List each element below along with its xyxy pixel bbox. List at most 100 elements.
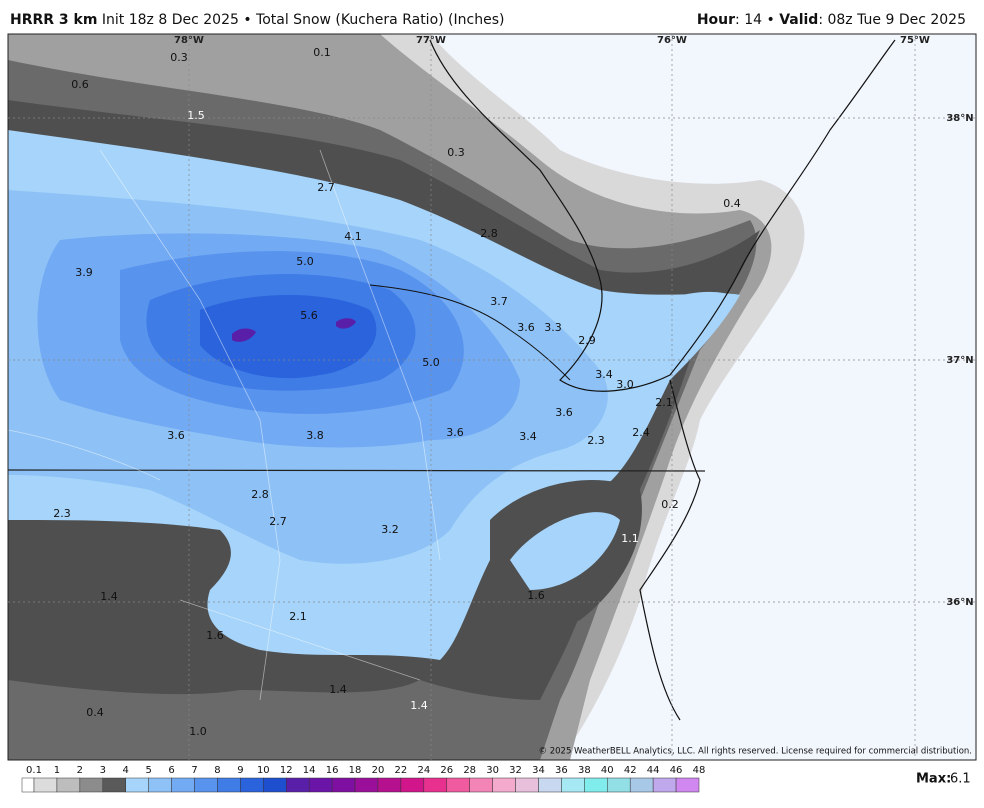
- legend-tick-label: 18: [349, 765, 362, 776]
- legend: 0.1 1 2 3 4 5 6 7 8 9 10 12 14 16 18 20 22 24 26 28 30 32 34 36…: [21, 765, 706, 793]
- legend-tick-label: 14: [303, 765, 316, 776]
- latitude-label: 37°N: [946, 355, 973, 366]
- legend-tick-label: 12: [280, 765, 293, 776]
- legend-tick-label: 20: [372, 765, 385, 776]
- header-part: : 08z Tue 9 Dec 2025: [818, 12, 966, 28]
- legend-swatch: [469, 777, 493, 793]
- legend-tick-label: 8: [214, 765, 220, 776]
- legend-tick-label: 26: [440, 765, 453, 776]
- legend-tick-label: 16: [326, 765, 339, 776]
- legend-swatch: [56, 777, 81, 793]
- snow-label: 3.4: [595, 368, 613, 381]
- graticule: [8, 34, 976, 760]
- max-label: Max:: [916, 772, 951, 787]
- snow-label: 1.6: [527, 589, 545, 602]
- legend-swatch: [446, 777, 470, 793]
- legend-swatch: [538, 777, 562, 793]
- labels: 78°W 77°W 76°W 75°W 38°N 37°N 36°N 0.3 0.1 0.6 1.5…: [53, 35, 973, 738]
- snow-label: 3.9: [75, 266, 93, 279]
- latitude-label: 38°N: [946, 113, 973, 124]
- legend-swatch: [125, 777, 149, 793]
- snow-label: 0.4: [86, 706, 104, 719]
- snow-label: 2.7: [317, 181, 335, 194]
- snow-label: 1.4: [410, 699, 428, 712]
- snow-label: 1.0: [189, 725, 207, 738]
- legend-swatch: [263, 777, 287, 793]
- snow-label: 2.3: [53, 507, 71, 520]
- snow-label: 2.3: [587, 434, 605, 447]
- latitude-label: 36°N: [946, 597, 973, 608]
- header-left: HRRR 3 km Init 18z 8 Dec 2025 • Total Sn…: [10, 12, 504, 28]
- snow-label: 2.8: [251, 488, 269, 501]
- legend-swatch: [629, 777, 654, 793]
- legend-tick-label: 6: [168, 765, 174, 776]
- longitude-label: 75°W: [900, 35, 930, 46]
- snow-label: 2.4: [632, 426, 650, 439]
- legend-tick-label: 24: [417, 765, 430, 776]
- legend-tick-label: 7: [191, 765, 197, 776]
- snow-label: 3.6: [555, 406, 573, 419]
- snow-label: 1.5: [187, 109, 205, 122]
- model-name: HRRR 3 km: [10, 12, 98, 28]
- snow-label: 0.6: [71, 78, 89, 91]
- legend-tick-label: 36: [555, 765, 568, 776]
- legend-swatch: [308, 777, 333, 793]
- description: Init 18z 8 Dec 2025 • Total Snow (Kucher…: [101, 12, 505, 28]
- legend-tick-label: 32: [509, 765, 522, 776]
- legend-tick-label: 34: [532, 765, 545, 776]
- snow-label: 0.3: [447, 146, 465, 159]
- header-part: : 14 •: [735, 12, 780, 28]
- legend-tick-label: 44: [647, 765, 660, 776]
- legend-swatch: [285, 777, 310, 793]
- legend-tick-label: 0.1: [26, 765, 42, 776]
- legend-tick-label: 3: [100, 765, 106, 776]
- legend-tick-label: 38: [578, 765, 591, 776]
- snow-label: 3.7: [490, 295, 508, 308]
- snow-label: 3.3: [544, 321, 562, 334]
- legend-tick-label: 30: [486, 765, 499, 776]
- legend-swatch: [194, 777, 218, 793]
- snow-label: 4.1: [344, 230, 362, 243]
- legend-swatch: [79, 777, 104, 793]
- legend-tick-label: 9: [237, 765, 243, 776]
- header-part: Hour: [696, 12, 736, 28]
- legend-swatch: [171, 777, 195, 793]
- legend-swatch: [354, 777, 379, 793]
- snow-label: 1.6: [206, 629, 224, 642]
- legend-tick-label: 10: [257, 765, 270, 776]
- legend-swatch: [652, 777, 677, 793]
- legend-swatch: [102, 777, 126, 793]
- legend-swatch: [377, 777, 402, 793]
- snow-label: 1.4: [100, 590, 118, 603]
- legend-swatch: [331, 777, 356, 793]
- legend-swatch: [561, 777, 585, 793]
- max-value: 6.1: [950, 772, 971, 787]
- longitude-label: 76°W: [657, 35, 687, 46]
- legend-tick-label: 40: [601, 765, 614, 776]
- legend-swatch: [492, 777, 516, 793]
- snow-label: 2.9: [578, 334, 596, 347]
- snow-label: 3.2: [381, 523, 399, 536]
- header-right: Hour: 14 • Valid: 08z Tue 9 Dec 2025: [697, 12, 966, 28]
- legend-swatch: [240, 777, 264, 793]
- legend-tick-label: 46: [670, 765, 683, 776]
- snow-label: 1.4: [329, 683, 347, 696]
- legend-tick-label: 48: [693, 765, 706, 776]
- snow-label: 3.4: [519, 430, 537, 443]
- snow-label: 3.0: [616, 378, 634, 391]
- snow-label: 5.6: [300, 309, 318, 322]
- snow-field: [8, 34, 976, 760]
- snow-label: 2.7: [269, 515, 287, 528]
- copyright: © 2025 WeatherBELL Analytics, LLC. All r…: [539, 747, 972, 757]
- legend-tick-label: 5: [145, 765, 151, 776]
- legend-swatch: [584, 777, 608, 793]
- legend-tick-label: 42: [624, 765, 637, 776]
- legend-tick-label: 28: [463, 765, 476, 776]
- snow-label: 2.1: [655, 396, 673, 409]
- legend-swatch: [21, 777, 35, 793]
- snow-label: 0.3: [170, 51, 188, 64]
- snow-label: 0.2: [661, 498, 679, 511]
- snow-label: 3.6: [517, 321, 535, 334]
